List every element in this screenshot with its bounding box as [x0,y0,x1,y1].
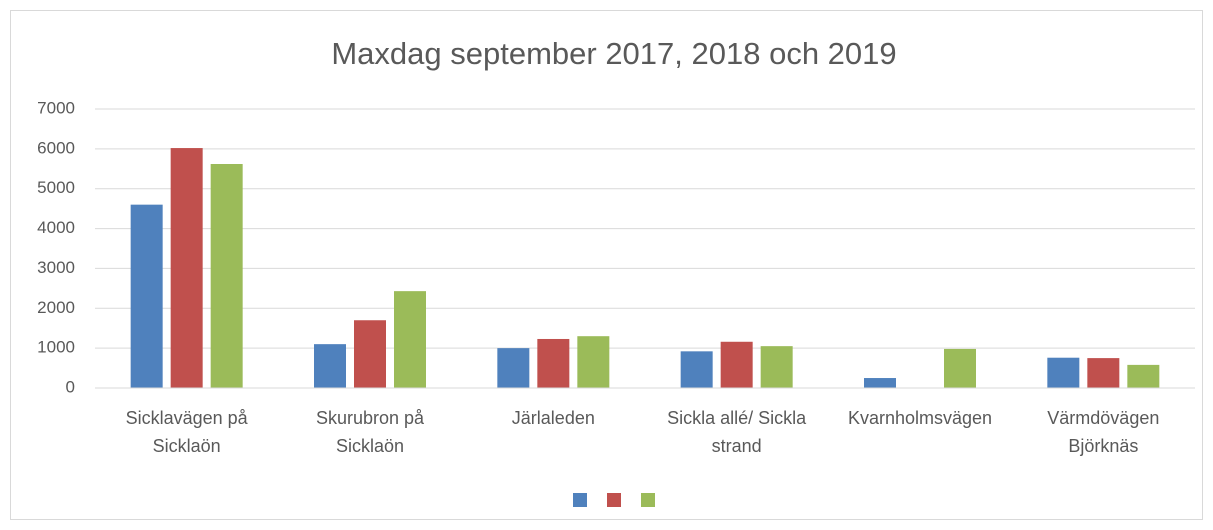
y-tick-label: 5000 [37,178,75,197]
bar [354,320,386,388]
x-tick-label: Värmdövägen Björknäs [1047,408,1160,456]
legend-swatch [607,493,621,507]
x-tick-label: Skurubron på Sicklaön [315,408,425,456]
y-tick-label: 1000 [37,338,75,357]
bar [864,378,896,388]
bar [314,344,346,388]
bar [130,204,163,388]
x-tick-label: Sickla allé/ Sickla strand [667,408,807,456]
bar [1047,357,1080,388]
bar [720,341,753,388]
bar [1127,364,1160,388]
chart-frame [10,10,1203,520]
y-tick-label: 6000 [37,138,75,157]
y-tick-label: 7000 [37,98,75,117]
y-tick-label: 0 [66,377,75,396]
bar [944,348,976,388]
x-tick-label: Järlaleden [511,408,595,428]
bar [760,346,793,388]
chart-title: Maxdag september 2017, 2018 och 2019 [331,36,896,71]
bar [1087,358,1120,388]
legend-swatch [641,493,655,507]
bar [680,351,713,388]
bar [497,348,530,388]
bar [170,148,203,388]
bar [210,164,243,388]
bar [577,336,610,388]
y-tick-label: 4000 [37,218,75,237]
y-tick-label: 3000 [37,258,75,277]
y-tick-label: 2000 [37,298,75,317]
x-tick-label: Sicklavägen på Sicklaön [125,408,248,456]
bar [394,291,426,388]
legend-swatch [573,493,587,507]
bar [537,338,570,388]
x-tick-label: Kvarnholmsvägen [847,408,993,428]
